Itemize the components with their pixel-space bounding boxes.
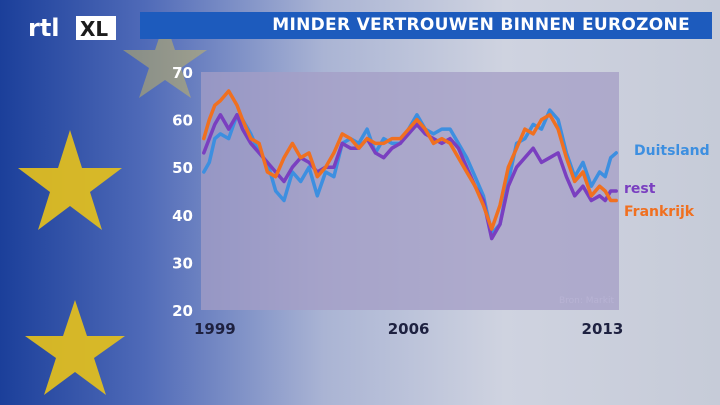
source-label: Bron: Markit (559, 296, 614, 306)
star-icon (18, 130, 122, 230)
legend-label-rest: rest (624, 181, 656, 197)
y-tick-label: 70 (172, 64, 193, 82)
rtl-xl-logo: rtl XL (28, 14, 116, 42)
y-tick-label: 40 (172, 207, 193, 225)
chart-title: MINDER VERTROUWEN BINNEN EUROZONE (140, 12, 712, 39)
logo-badge: XL (80, 17, 108, 41)
x-tick-label: 2006 (388, 320, 430, 338)
x-tick-label: 1999 (194, 320, 236, 338)
y-tick-label: 60 (172, 112, 193, 130)
series-line-frankrijk (202, 89, 618, 231)
y-tick-label: 20 (172, 302, 193, 320)
y-tick-label: 50 (172, 159, 193, 177)
x-tick-label: 2013 (582, 320, 624, 338)
logo-text: rtl (28, 14, 60, 42)
plot-area (201, 72, 619, 310)
star-icon (25, 300, 125, 395)
y-axis-ticks: 20 30 40 50 60 70 (172, 64, 193, 320)
star-icon (123, 20, 207, 98)
y-tick-label: 30 (172, 254, 193, 272)
x-axis-ticks: 1999 2006 2013 (194, 320, 623, 338)
legend-label-frankrijk: Frankrijk (624, 204, 695, 220)
series-lines (202, 89, 618, 241)
legend-label-duitsland: Duitsland (634, 143, 710, 159)
legend-labels: Duitsland rest Frankrijk (624, 143, 710, 220)
